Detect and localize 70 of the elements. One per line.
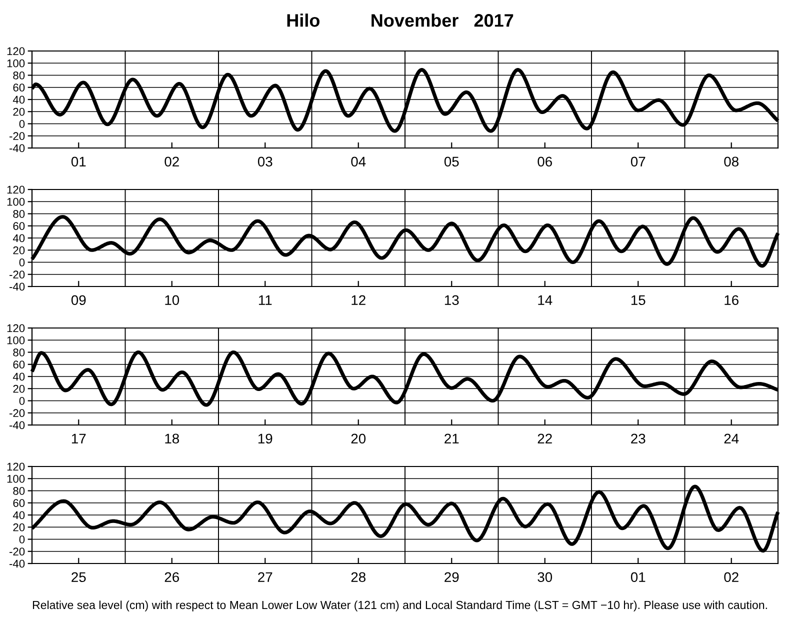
y-tick-label: 80 [13,72,25,80]
y-tick-label: 0 [19,258,25,266]
x-tick-label: 15 [631,295,646,306]
x-tick-label: 03 [258,156,272,167]
y-tick-label: -20 [9,409,25,418]
y-tick-label: 20 [13,108,25,116]
y-tick-label: 120 [7,462,25,471]
y-tick-label: -40 [9,144,25,152]
y-tick-label: 40 [12,511,25,520]
y-tick-label: -20 [9,548,25,556]
y-tick-label: 0 [19,120,25,128]
x-tick-label: 20 [351,434,366,444]
x-tick-label: 17 [72,434,86,444]
x-tick-label: 25 [72,572,86,582]
x-tick-label: 04 [351,156,366,167]
x-tick-label: 29 [444,572,459,582]
x-tick-label: 01 [71,156,86,167]
x-tick-label: 11 [258,295,272,305]
y-tick-label: -20 [9,132,25,140]
x-tick-label: 23 [631,434,646,444]
x-tick-label: 16 [724,295,738,306]
x-tick-label: 30 [538,572,552,582]
x-tick-label: 02 [164,156,179,167]
y-tick-label: 0 [19,536,25,544]
x-tick-label: 24 [724,434,739,444]
x-tick-label: 08 [724,156,738,167]
x-tick-label: 13 [444,295,459,306]
y-tick-label: 80 [13,210,25,218]
y-tick-label: 80 [13,348,25,356]
y-tick-label: 40 [12,96,25,104]
x-tick-label: 22 [538,434,552,444]
x-tick-label: 10 [165,295,180,306]
text: Relative sea level (cm) with respect to Mean Lower Low Water (121 cm) and Local Standard Time (LST = GMT −10 hr). Please use with caution. [32,600,767,612]
y-tick-label: 60 [13,360,25,369]
y-tick-label: 60 [13,84,25,92]
x-tick-label: 21 [444,434,459,444]
y-tick-label: -20 [9,270,25,279]
y-tick-label: 40 [12,234,25,242]
x-tick-label: 12 [352,295,366,305]
x-tick-label: 14 [538,295,552,305]
y-tick-label: 0 [19,397,25,405]
x-tick-label: 09 [71,295,86,306]
y-tick-label: -40 [9,560,25,568]
x-tick-label: 27 [258,572,272,582]
y-tick-label: -40 [9,282,25,291]
y-tick-label: -40 [9,421,25,430]
y-tick-label: 20 [13,246,25,254]
y-tick-label: 100 [7,59,25,68]
x-tick-label: 05 [444,156,459,167]
y-tick-label: 120 [7,324,25,332]
y-tick-label: 60 [13,222,25,230]
x-tick-label: 07 [630,156,646,167]
y-tick-label: 40 [12,372,25,381]
y-tick-label: 20 [13,384,25,393]
x-tick-label: 06 [538,156,552,167]
x-tick-label: 26 [164,572,179,582]
y-tick-label: 100 [7,474,25,483]
x-tick-label: 19 [258,434,272,444]
x-tick-label: 01 [630,572,646,582]
chart-title: Hilo November 2017 [287,14,514,27]
x-tick-label: 28 [351,572,366,582]
y-tick-label: 80 [13,487,25,495]
y-tick-label: 120 [7,186,25,194]
y-tick-label: 120 [7,47,25,56]
x-tick-label: 02 [724,572,738,582]
y-tick-label: 100 [7,198,25,206]
y-tick-label: 60 [13,499,25,508]
y-tick-label: 100 [7,336,25,344]
x-tick-label: 18 [165,434,179,444]
y-tick-label: 20 [13,523,25,532]
